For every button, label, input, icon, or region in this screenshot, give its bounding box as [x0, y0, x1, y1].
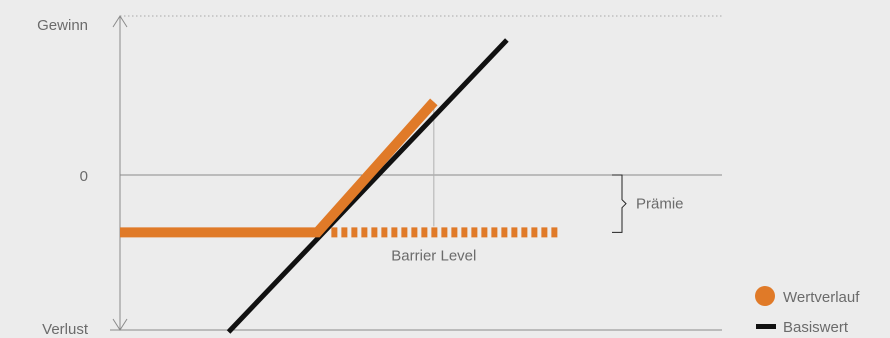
legend-basiswert-label: Basiswert [783, 319, 849, 336]
premium-label: Prämie [636, 196, 684, 213]
wertverlauf-line [120, 98, 438, 238]
y-axis-arrow-bottom [112, 318, 128, 331]
y-top-label: Gewinn [37, 17, 88, 34]
legend-wertverlauf-marker [755, 286, 775, 306]
basiswert-line [226, 38, 509, 334]
y-zero-label: 0 [80, 168, 88, 185]
barrier-level-label: Barrier Level [391, 247, 476, 264]
legend-wertverlauf-label: Wertverlauf [783, 289, 860, 306]
y-axis-arrow-top [112, 15, 128, 28]
y-bottom-label: Verlust [42, 321, 89, 338]
legend-basiswert-marker [756, 324, 776, 329]
premium-brace [612, 174, 627, 233]
legend: Wertverlauf Basiswert [755, 286, 860, 336]
